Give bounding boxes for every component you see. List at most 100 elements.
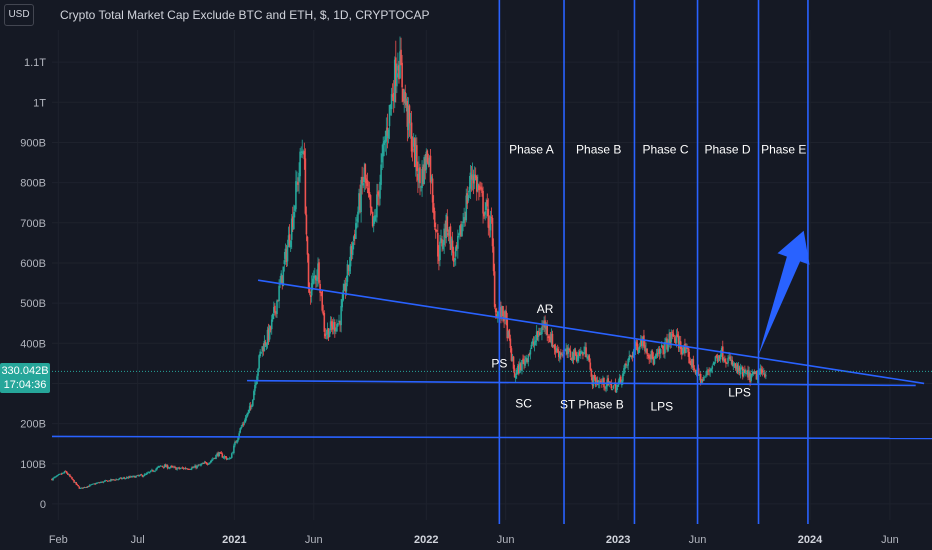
candle-body	[135, 475, 137, 478]
candle-body	[484, 211, 486, 215]
candle-body	[478, 185, 480, 191]
candle-body	[405, 98, 408, 106]
candle-body	[59, 473, 62, 475]
candle-body	[98, 482, 101, 484]
candle-body	[557, 351, 560, 357]
candle-body	[525, 357, 527, 360]
candle-body	[521, 359, 523, 372]
candle-body	[299, 151, 301, 177]
candle-body	[60, 473, 63, 475]
candle-body	[629, 355, 632, 356]
candle-body	[74, 482, 76, 483]
candle-body	[765, 375, 767, 377]
candle-body	[226, 458, 229, 460]
y-tick-label: 800B	[20, 178, 46, 190]
candle-body	[695, 372, 698, 375]
candle-body	[643, 335, 645, 347]
candle-body	[158, 465, 161, 467]
candle-body	[492, 246, 495, 272]
wyckoff-annotation: LPS	[650, 399, 673, 413]
candle-body	[106, 480, 109, 482]
candle-body	[225, 457, 228, 460]
grid-lines	[52, 30, 932, 520]
candle-body	[667, 342, 669, 351]
candle-body	[516, 365, 519, 371]
phase-label: Phase C	[642, 143, 688, 157]
range-support-line	[247, 379, 916, 387]
candle-body	[364, 164, 367, 180]
candle-body	[54, 476, 56, 478]
wyckoff-annotations: PS AR SC ST Phase B LPS LPS	[491, 302, 751, 413]
candle-body	[515, 370, 518, 375]
candle-body	[755, 370, 758, 380]
candle-body	[593, 375, 596, 379]
candle-body	[500, 307, 502, 318]
candle-body	[714, 356, 717, 361]
candle-body	[185, 468, 188, 470]
candle-body	[623, 368, 625, 374]
candle-body	[378, 191, 380, 197]
y-tick-label: 900B	[20, 137, 46, 149]
candle-body	[680, 347, 683, 355]
candle-body	[220, 452, 223, 454]
candle-body	[162, 466, 165, 468]
candle-body	[343, 283, 346, 291]
candle-body	[571, 351, 574, 362]
candle-body	[302, 152, 305, 154]
candle-body	[192, 467, 194, 469]
candle-body	[274, 305, 276, 312]
candle-body	[202, 463, 205, 465]
candle-body	[739, 367, 742, 375]
candle-body	[625, 363, 627, 366]
currency-button[interactable]: USD	[4, 4, 34, 26]
candle-body	[69, 474, 71, 477]
candle-body	[335, 329, 337, 331]
candle-body	[250, 405, 253, 407]
candle-body	[487, 209, 490, 228]
candle-body	[373, 215, 376, 221]
candle-body	[462, 221, 464, 223]
candle-body	[214, 457, 216, 459]
candle-body	[438, 254, 440, 262]
wyckoff-annotation: LPS	[728, 385, 751, 399]
candle-body	[619, 376, 622, 384]
candle-body	[73, 479, 75, 483]
candle-body	[114, 479, 116, 481]
phase-dividers	[498, 0, 809, 524]
candle-body	[716, 355, 719, 362]
candle-body	[677, 336, 680, 349]
candle-body	[440, 238, 442, 242]
y-tick-label: 100B	[20, 459, 46, 471]
candle-body	[103, 480, 106, 482]
candle-body	[388, 105, 391, 127]
candle-body	[75, 482, 77, 485]
candle-body	[547, 336, 550, 338]
candle-body	[737, 366, 740, 372]
candle-body	[298, 172, 300, 182]
candle-body	[665, 338, 667, 341]
candle-body	[311, 278, 314, 284]
candle-body	[752, 371, 755, 374]
candle-body	[746, 371, 748, 373]
candle-body	[404, 92, 407, 104]
candle-body	[82, 487, 85, 489]
candle-body	[267, 328, 270, 341]
candle-body	[418, 168, 420, 183]
candle-body	[609, 381, 612, 383]
candle-body	[119, 477, 122, 479]
candle-body	[442, 242, 444, 249]
candle-body	[366, 179, 369, 187]
candle-body	[305, 214, 308, 235]
candle-body	[94, 483, 96, 485]
candle-body	[230, 453, 233, 458]
candle-body	[559, 352, 561, 359]
candle-body	[756, 374, 759, 380]
candle-body	[133, 475, 135, 477]
candle-body	[578, 351, 581, 356]
candle-body	[236, 440, 238, 443]
candle-body	[64, 470, 67, 472]
candle-body	[580, 351, 582, 355]
candle-body	[85, 487, 88, 488]
candle-body	[724, 358, 726, 362]
